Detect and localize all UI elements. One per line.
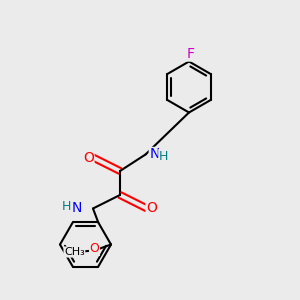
Text: O: O	[90, 242, 99, 256]
Text: H: H	[159, 149, 168, 163]
Text: CH₃: CH₃	[64, 247, 85, 257]
Text: N: N	[149, 148, 160, 161]
Text: O: O	[146, 202, 157, 215]
Text: N: N	[71, 202, 82, 215]
Text: O: O	[83, 151, 94, 164]
Text: H: H	[61, 200, 71, 214]
Text: F: F	[187, 47, 194, 61]
